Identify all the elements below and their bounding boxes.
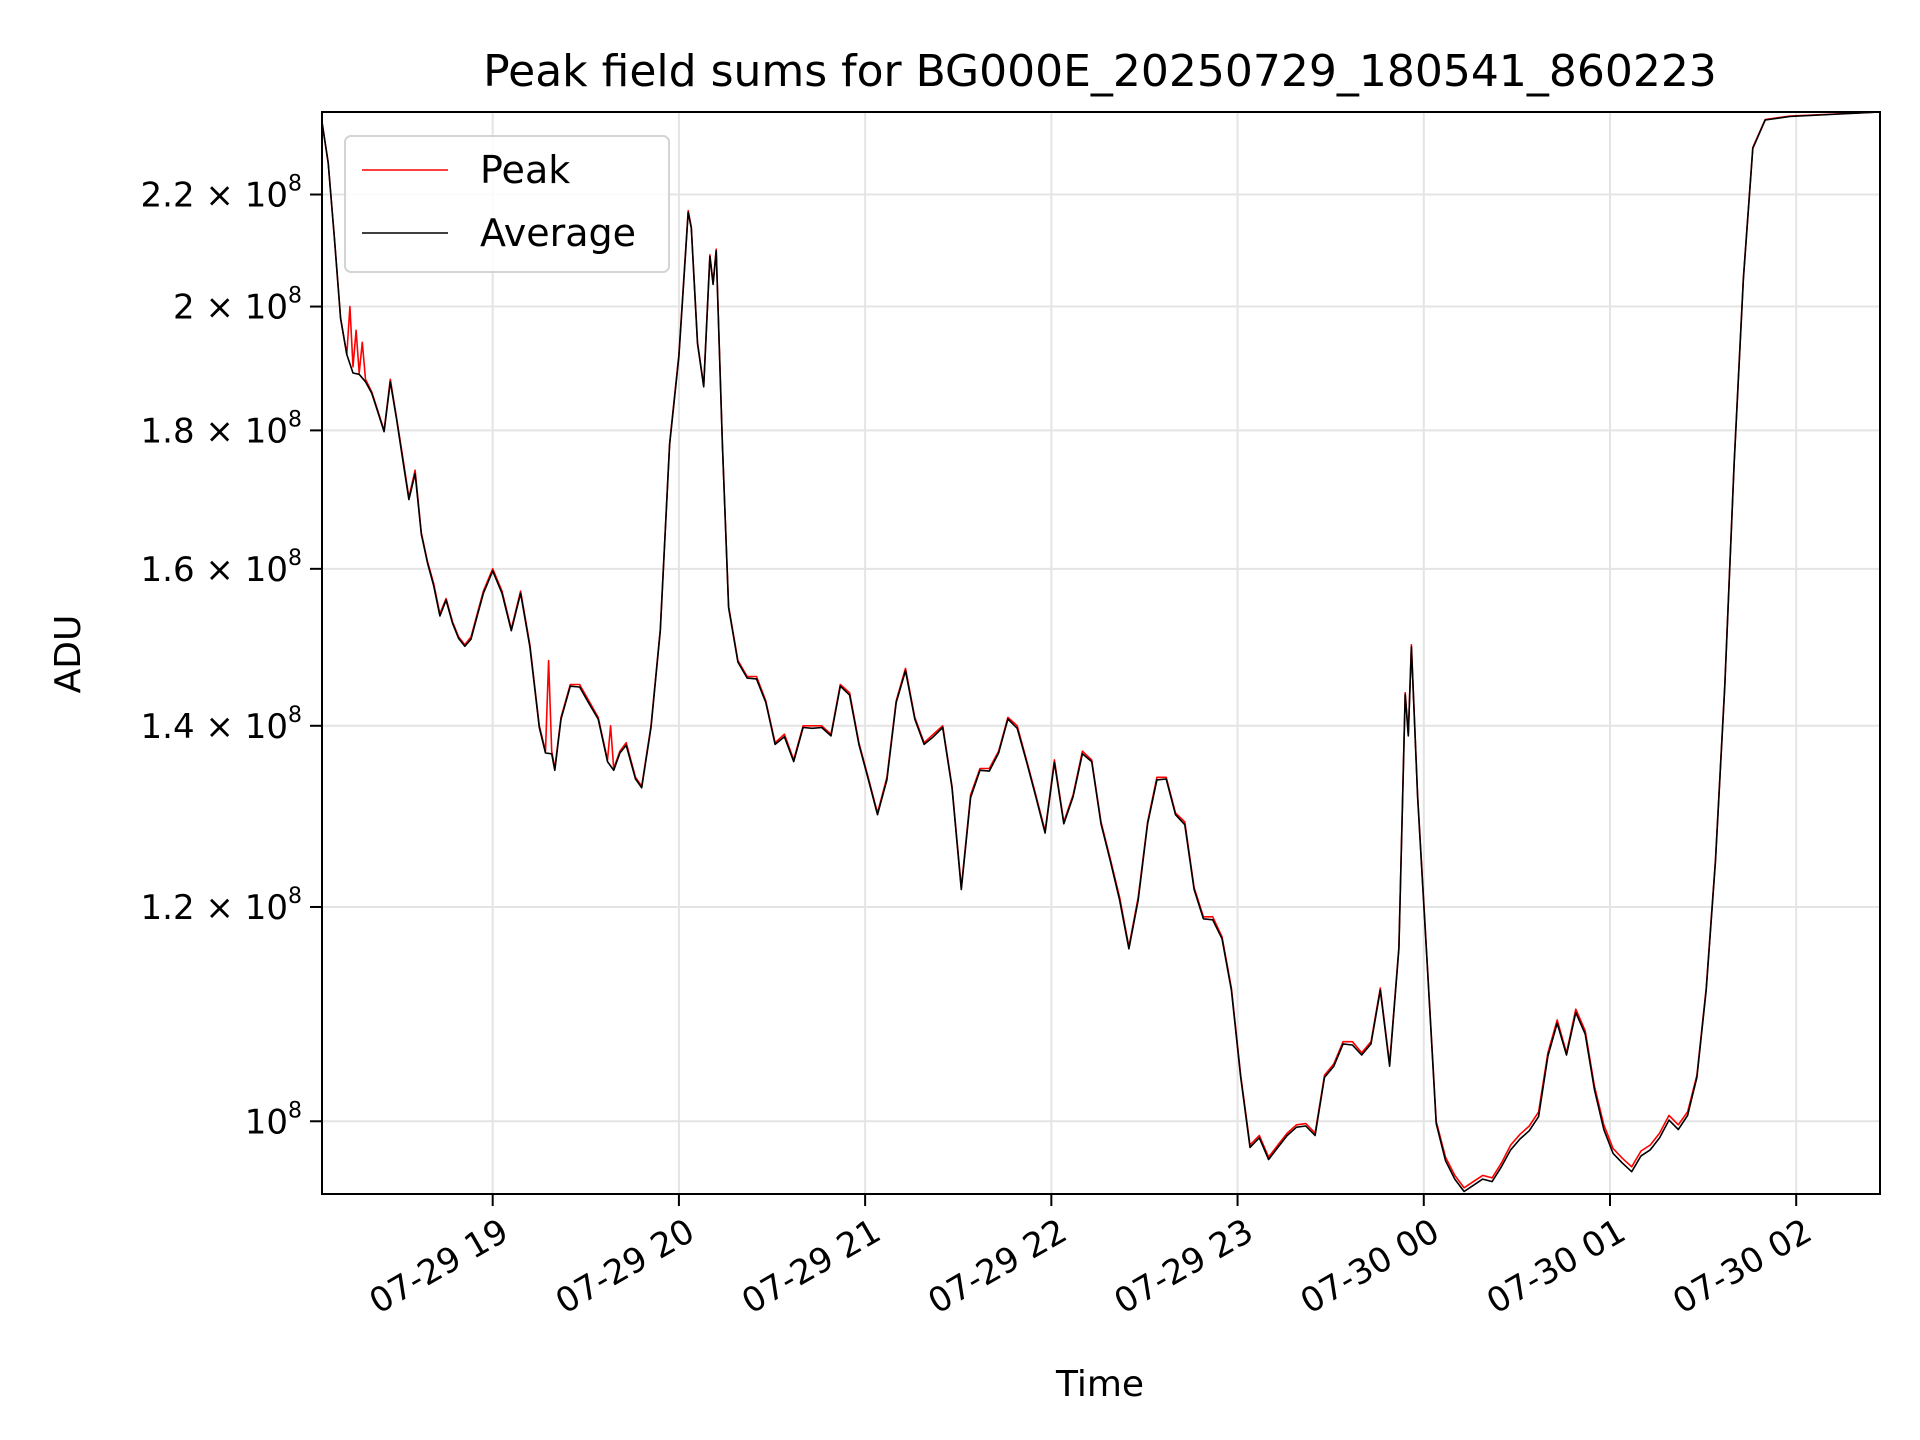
legend-label-average: Average — [480, 211, 636, 255]
grid — [322, 112, 1880, 1194]
legend-label-peak: Peak — [480, 148, 570, 192]
x-axis-label: Time — [1055, 1364, 1144, 1405]
y-tick-label: 1.2 × 108 — [141, 884, 302, 928]
y-tick-label: 1.6 × 108 — [141, 546, 302, 590]
series-line-average — [321, 111, 1881, 1193]
y-tick-label: 1.8 × 108 — [141, 407, 302, 451]
y-axis: 108 1.2 × 108 1.4 × 108 1.6 × 108 1.8 × 108 2… — [141, 172, 322, 1142]
y-axis-label: ADU — [48, 615, 89, 694]
y-tick-label: 2 × 108 — [173, 284, 302, 328]
legend: Peak Average — [344, 135, 670, 273]
chart-title: Peak field sums for BG000E_20250729_1805… — [483, 46, 1717, 97]
plot-frame — [321, 111, 1881, 1195]
y-tick-label: 108 — [245, 1098, 302, 1142]
y-tick-label: 1.4 × 108 — [141, 703, 302, 747]
series-layer — [321, 111, 1881, 1193]
y-tick-label: 2.2 × 108 — [141, 172, 302, 216]
